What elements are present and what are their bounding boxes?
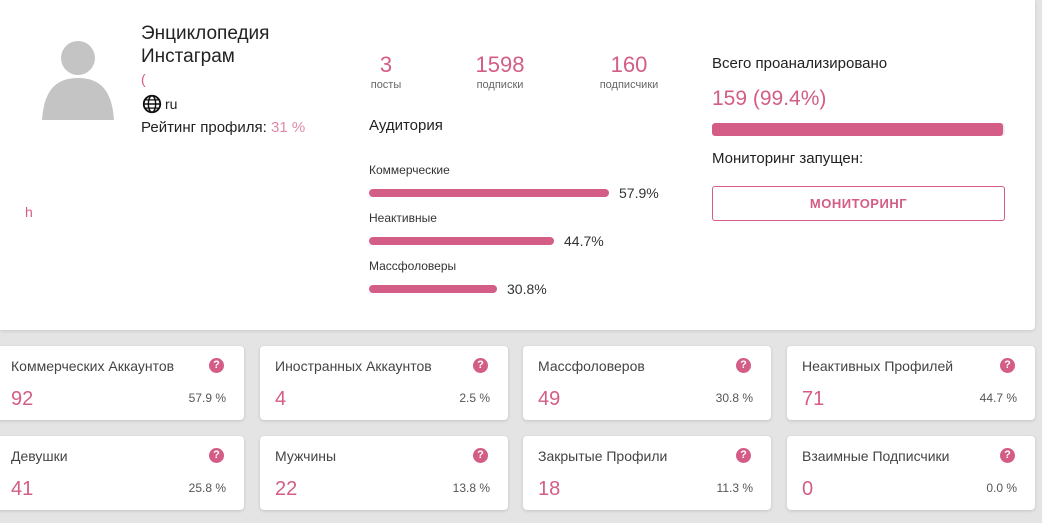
audience-label-commercial: Коммерческие [369, 163, 450, 177]
stat-card-women: Девушки ? 41 25.8 % [0, 436, 244, 510]
card-value: 41 [11, 478, 34, 500]
profile-summary-card: Энциклопедия Инстаграм ( ru Рейтинг проф… [0, 0, 1035, 330]
stat-posts: 3 посты [341, 52, 431, 92]
stat-card-mutual: Взаимные Подписчики ? 0 0.0 % [787, 436, 1035, 510]
analyzed-title: Всего проанализировано [712, 55, 888, 72]
audience-percent-commercial: 57.9% [619, 185, 659, 201]
card-value: 71 [802, 388, 825, 410]
analyzed-progress-bar [712, 123, 1005, 136]
stat-label: посты [370, 79, 402, 91]
card-percent: 30.8 % [715, 391, 753, 405]
card-percent: 2.5 % [459, 391, 490, 405]
monitoring-status: Мониторинг запущен: [712, 150, 864, 167]
card-label: Мужчины [275, 448, 337, 464]
card-label: Неактивных Профилей [802, 358, 954, 374]
stat-card-inactive: Неактивных Профилей ? 71 44.7 % [787, 346, 1035, 420]
stat-label: подписки [476, 79, 524, 91]
audience-bar-inactive [369, 237, 554, 245]
audience-percent-massfollowers: 30.8% [507, 281, 547, 297]
profile-external-link[interactable]: h [25, 204, 33, 220]
card-label: Взаимные Подписчики [802, 448, 950, 464]
card-value: 49 [538, 388, 561, 410]
card-percent: 11.3 % [716, 481, 753, 495]
avatar-placeholder-icon [42, 41, 114, 120]
audience-bar-massfollowers [369, 285, 497, 293]
globe-icon [142, 94, 162, 114]
audience-title: Аудитория [369, 117, 443, 134]
profile-language: ru [141, 93, 177, 115]
stat-value: 3 [379, 52, 393, 77]
stat-card-commercial: Коммерческих Аккаунтов ? 92 57.9 % [0, 346, 244, 420]
help-icon[interactable]: ? [1000, 358, 1015, 373]
audience-label-massfollowers: Массфоловеры [369, 259, 457, 273]
stat-card-private: Закрытые Профили ? 18 11.3 % [523, 436, 771, 510]
stat-value: 160 [610, 52, 648, 77]
card-value: 0 [802, 478, 814, 500]
stat-card-foreign: Иностранных Аккаунтов ? 4 2.5 % [260, 346, 508, 420]
card-percent: 0.0 % [986, 481, 1017, 495]
audience-bar-commercial [369, 189, 609, 197]
stat-following: 1598 подписки [455, 52, 545, 92]
stat-label: подписчики [599, 79, 659, 91]
stat-value: 1598 [475, 52, 525, 77]
stat-card-men: Мужчины ? 22 13.8 % [260, 436, 508, 510]
help-icon[interactable]: ? [736, 448, 751, 463]
rating-label: Рейтинг профиля: [141, 119, 267, 136]
card-label: Закрытые Профили [538, 448, 668, 464]
card-percent: 13.8 % [452, 481, 490, 495]
help-icon[interactable]: ? [209, 448, 224, 463]
card-value: 22 [275, 478, 298, 500]
help-icon[interactable]: ? [473, 358, 488, 373]
card-value: 92 [11, 388, 34, 410]
analyzed-progress-fill [712, 123, 1004, 136]
card-percent: 57.9 % [188, 391, 226, 405]
card-label: Массфоловеров [538, 358, 645, 374]
card-percent: 44.7 % [979, 391, 1017, 405]
profile-name: Энциклопедия Инстаграм [141, 23, 270, 67]
help-icon[interactable]: ? [209, 358, 224, 373]
card-percent: 25.8 % [188, 481, 226, 495]
card-label: Девушки [11, 448, 68, 464]
help-icon[interactable]: ? [736, 358, 751, 373]
monitoring-button[interactable]: МОНИТОРИНГ [712, 186, 1005, 221]
analyzed-value: 159 (99.4%) [712, 87, 827, 110]
profile-rating: Рейтинг профиля: 31 % [141, 119, 305, 136]
help-icon[interactable]: ? [1000, 448, 1015, 463]
language-code: ru [165, 96, 178, 112]
card-value: 18 [538, 478, 561, 500]
card-label: Коммерческих Аккаунтов [11, 358, 175, 374]
help-icon[interactable]: ? [473, 448, 488, 463]
rating-value: 31 % [270, 119, 306, 136]
profile-link-fragment[interactable]: ( [141, 71, 146, 87]
audience-label-inactive: Неактивные [369, 211, 437, 225]
card-value: 4 [275, 388, 287, 410]
stat-card-massfollowers: Массфоловеров ? 49 30.8 % [523, 346, 771, 420]
audience-percent-inactive: 44.7% [564, 233, 604, 249]
stat-followers: 160 подписчики [584, 52, 674, 92]
card-label: Иностранных Аккаунтов [275, 358, 432, 374]
